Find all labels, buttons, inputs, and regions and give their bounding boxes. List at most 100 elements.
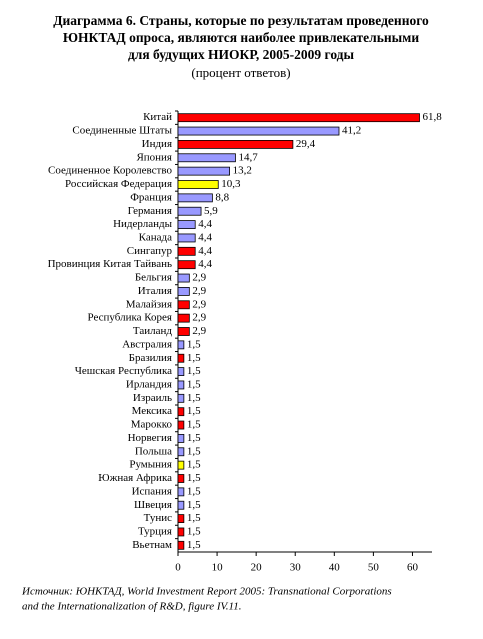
value-label: 4,4 bbox=[198, 258, 212, 270]
value-label: 1,5 bbox=[187, 405, 201, 417]
bar bbox=[177, 353, 185, 363]
bar bbox=[177, 193, 213, 203]
bar bbox=[177, 113, 420, 123]
y-tick-label: Швеция bbox=[134, 499, 172, 511]
y-tick-label: Япония bbox=[136, 151, 172, 163]
bar bbox=[177, 514, 185, 523]
y-tick-label: Румыния bbox=[129, 459, 172, 471]
bar bbox=[177, 367, 185, 376]
y-tick-label: Польша bbox=[135, 445, 172, 457]
value-label: 4,4 bbox=[198, 218, 212, 230]
value-label: 2,9 bbox=[192, 312, 206, 324]
chart-title: Диаграмма 6. Страны, которые по результа… bbox=[53, 13, 429, 28]
chart-title: для будущих НИОКР, 2005-2009 годы bbox=[128, 47, 355, 62]
value-label: 1,5 bbox=[187, 459, 201, 471]
value-label: 14,7 bbox=[238, 151, 258, 163]
x-tick-label: 60 bbox=[407, 562, 419, 574]
value-label: 1,5 bbox=[187, 525, 201, 537]
value-label: 1,5 bbox=[187, 539, 201, 551]
value-label: 1,5 bbox=[187, 392, 201, 404]
value-label: 8,8 bbox=[215, 191, 229, 203]
value-label: 1,5 bbox=[187, 378, 201, 390]
source-note: Источник: ЮНКТАД, World Investment Repor… bbox=[21, 586, 392, 598]
y-tick-label: Таиланд bbox=[133, 325, 172, 337]
y-tick-label: Чешская Республика bbox=[75, 365, 172, 377]
y-tick-label: Нидерланды bbox=[113, 218, 173, 230]
value-label: 1,5 bbox=[187, 432, 201, 444]
bar bbox=[177, 287, 190, 296]
value-label: 2,9 bbox=[192, 285, 206, 297]
value-label: 29,4 bbox=[296, 138, 316, 150]
bar bbox=[177, 407, 185, 417]
y-tick-label: Германия bbox=[128, 205, 172, 217]
y-tick-label: Сингапур bbox=[127, 245, 173, 257]
y-tick-label: Индия bbox=[142, 138, 172, 150]
bar bbox=[177, 153, 236, 163]
bar bbox=[177, 487, 185, 497]
bar bbox=[177, 273, 190, 283]
y-tick-label: Китай bbox=[143, 111, 172, 123]
y-tick-label: Австралия bbox=[122, 338, 172, 350]
value-label: 1,5 bbox=[187, 419, 201, 431]
y-tick-label: Вьетнам bbox=[132, 539, 172, 551]
value-label: 4,4 bbox=[198, 245, 212, 257]
bar bbox=[177, 447, 185, 457]
bar bbox=[177, 527, 185, 537]
bar bbox=[177, 220, 196, 229]
source-note: and the Internationalization of R&D, fig… bbox=[22, 601, 241, 613]
bar bbox=[177, 126, 340, 136]
x-tick-label: 10 bbox=[212, 562, 224, 574]
value-label: 1,5 bbox=[187, 365, 201, 377]
value-label: 5,9 bbox=[204, 205, 218, 217]
y-tick-label: Бельгия bbox=[135, 272, 172, 284]
y-tick-label: Малайзия bbox=[126, 298, 172, 310]
value-label: 1,5 bbox=[187, 512, 201, 524]
bar bbox=[177, 393, 185, 403]
value-label: 61,8 bbox=[422, 111, 442, 123]
y-tick-label: Тунис bbox=[144, 512, 172, 524]
chart-title: ЮНКТАД опроса, являются наиболее привлек… bbox=[63, 30, 420, 45]
y-tick-label: Соединенные Штаты bbox=[72, 125, 172, 137]
bar bbox=[177, 140, 294, 149]
y-tick-label: Марокко bbox=[131, 419, 173, 431]
x-tick-label: 50 bbox=[368, 562, 380, 574]
bar bbox=[177, 180, 219, 189]
y-tick-label: Мексика bbox=[132, 405, 173, 417]
y-tick-label: Испания bbox=[132, 485, 172, 497]
y-tick-label: Соединенное Королевство bbox=[48, 165, 172, 177]
y-tick-label: Российская Федерация bbox=[65, 178, 172, 190]
value-label: 4,4 bbox=[198, 231, 212, 243]
value-label: 41,2 bbox=[342, 125, 361, 137]
value-label: 1,5 bbox=[187, 445, 201, 457]
bar bbox=[177, 246, 196, 256]
bar bbox=[177, 380, 185, 390]
bar bbox=[177, 260, 196, 270]
bar bbox=[177, 474, 185, 483]
value-label: 1,5 bbox=[187, 338, 201, 350]
bar bbox=[177, 166, 230, 176]
value-label: 1,5 bbox=[187, 352, 201, 364]
bar bbox=[177, 233, 196, 243]
value-label: 1,5 bbox=[187, 472, 201, 484]
x-tick-label: 0 bbox=[175, 562, 181, 574]
y-tick-label: Турция bbox=[138, 525, 172, 537]
chart-subtitle: (процент ответов) bbox=[191, 65, 290, 80]
y-tick-label: Провинция Китая Тайвань bbox=[48, 258, 172, 270]
bar bbox=[177, 206, 202, 216]
y-tick-label: Канада bbox=[139, 231, 172, 243]
x-tick-label: 20 bbox=[251, 562, 263, 574]
bar bbox=[177, 434, 185, 443]
y-tick-label: Республика Корея bbox=[88, 312, 173, 324]
y-tick-label: Бразилия bbox=[129, 352, 172, 364]
bar bbox=[177, 327, 190, 336]
y-tick-label: Израиль bbox=[133, 392, 172, 404]
value-label: 1,5 bbox=[187, 499, 201, 511]
bar bbox=[177, 340, 185, 350]
value-label: 2,9 bbox=[192, 325, 206, 337]
y-tick-label: Италия bbox=[138, 285, 172, 297]
bar bbox=[177, 420, 185, 430]
y-tick-label: Ирландия bbox=[126, 378, 172, 390]
bar bbox=[177, 313, 190, 323]
bar bbox=[177, 460, 185, 470]
